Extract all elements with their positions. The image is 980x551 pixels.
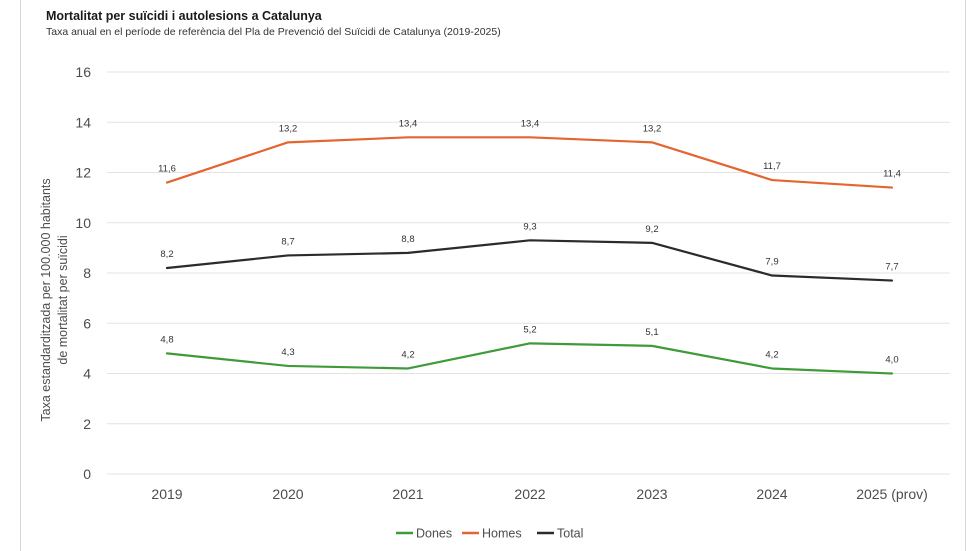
- y-tick-label: 0: [83, 466, 91, 482]
- y-tick-label: 10: [75, 215, 91, 231]
- data-label: 13,2: [643, 123, 662, 134]
- grid-lines: [107, 71, 950, 475]
- x-tick-label: 2019: [151, 486, 182, 502]
- data-label: 7,7: [885, 262, 898, 273]
- data-label: 8,2: [160, 249, 173, 260]
- y-tick-label: 14: [75, 114, 91, 130]
- y-tick-label: 8: [83, 265, 91, 281]
- legend-label: Total: [557, 527, 583, 541]
- data-label: 11,7: [763, 161, 781, 172]
- data-label: 4,2: [765, 349, 778, 360]
- x-tick-label: 2024: [756, 486, 787, 502]
- data-label: 13,4: [399, 118, 418, 129]
- y-tick-label: 16: [75, 64, 91, 80]
- legend-label: Homes: [482, 527, 522, 541]
- data-label: 9,2: [645, 224, 658, 235]
- x-axis-ticks: 2019 2020 2021 2022 2023 2024 2025 (prov): [151, 486, 927, 502]
- x-tick-label: 2023: [636, 486, 667, 502]
- data-label: 8,7: [281, 236, 294, 247]
- data-labels: 4,8 4,3 4,2 5,2 5,1 4,2 4,0 11,6 13,2 13,4 13,4 13,…: [158, 118, 901, 365]
- chart-subtitle: Taxa anual en el període de referència d…: [46, 26, 501, 38]
- x-tick-label: 2025 (prov): [856, 486, 928, 502]
- x-tick-label: 2021: [392, 486, 423, 502]
- series-lines: [165, 136, 894, 375]
- data-label: 5,2: [523, 324, 536, 335]
- chart-title: Mortalitat per suïcidi i autolesions a C…: [46, 9, 322, 23]
- y-tick-label: 4: [83, 366, 91, 382]
- data-label: 4,8: [160, 334, 173, 345]
- series-line-total: [165, 239, 894, 282]
- data-label: 11,4: [883, 169, 901, 180]
- legend-label: Dones: [416, 527, 452, 541]
- data-label: 9,3: [523, 221, 536, 232]
- data-label: 8,8: [401, 234, 414, 245]
- y-axis-label-line1: Taxa estandarditzada per 100.000 habitan…: [39, 178, 53, 421]
- data-label: 5,1: [645, 327, 658, 338]
- data-label: 13,2: [279, 123, 298, 134]
- y-tick-label: 2: [83, 416, 91, 432]
- data-label: 4,0: [885, 355, 898, 366]
- series-line-dones: [165, 342, 894, 375]
- series-line-homes: [165, 136, 894, 189]
- y-tick-label: 6: [83, 315, 91, 331]
- y-axis-label-line2: de mortalitat per suïcidi: [56, 235, 70, 364]
- x-tick-label: 2022: [514, 486, 545, 502]
- data-label: 4,2: [401, 349, 414, 360]
- data-label: 13,4: [521, 118, 540, 129]
- x-tick-label: 2020: [272, 486, 303, 502]
- legend: Dones Homes Total: [396, 527, 583, 541]
- chart-frame: [20, 0, 966, 551]
- y-axis-ticks: 0 2 4 6 8 10 12 14 16: [75, 64, 91, 482]
- y-tick-label: 12: [75, 165, 91, 181]
- data-label: 11,6: [158, 164, 176, 175]
- data-label: 4,3: [281, 347, 294, 358]
- data-label: 7,9: [765, 257, 778, 268]
